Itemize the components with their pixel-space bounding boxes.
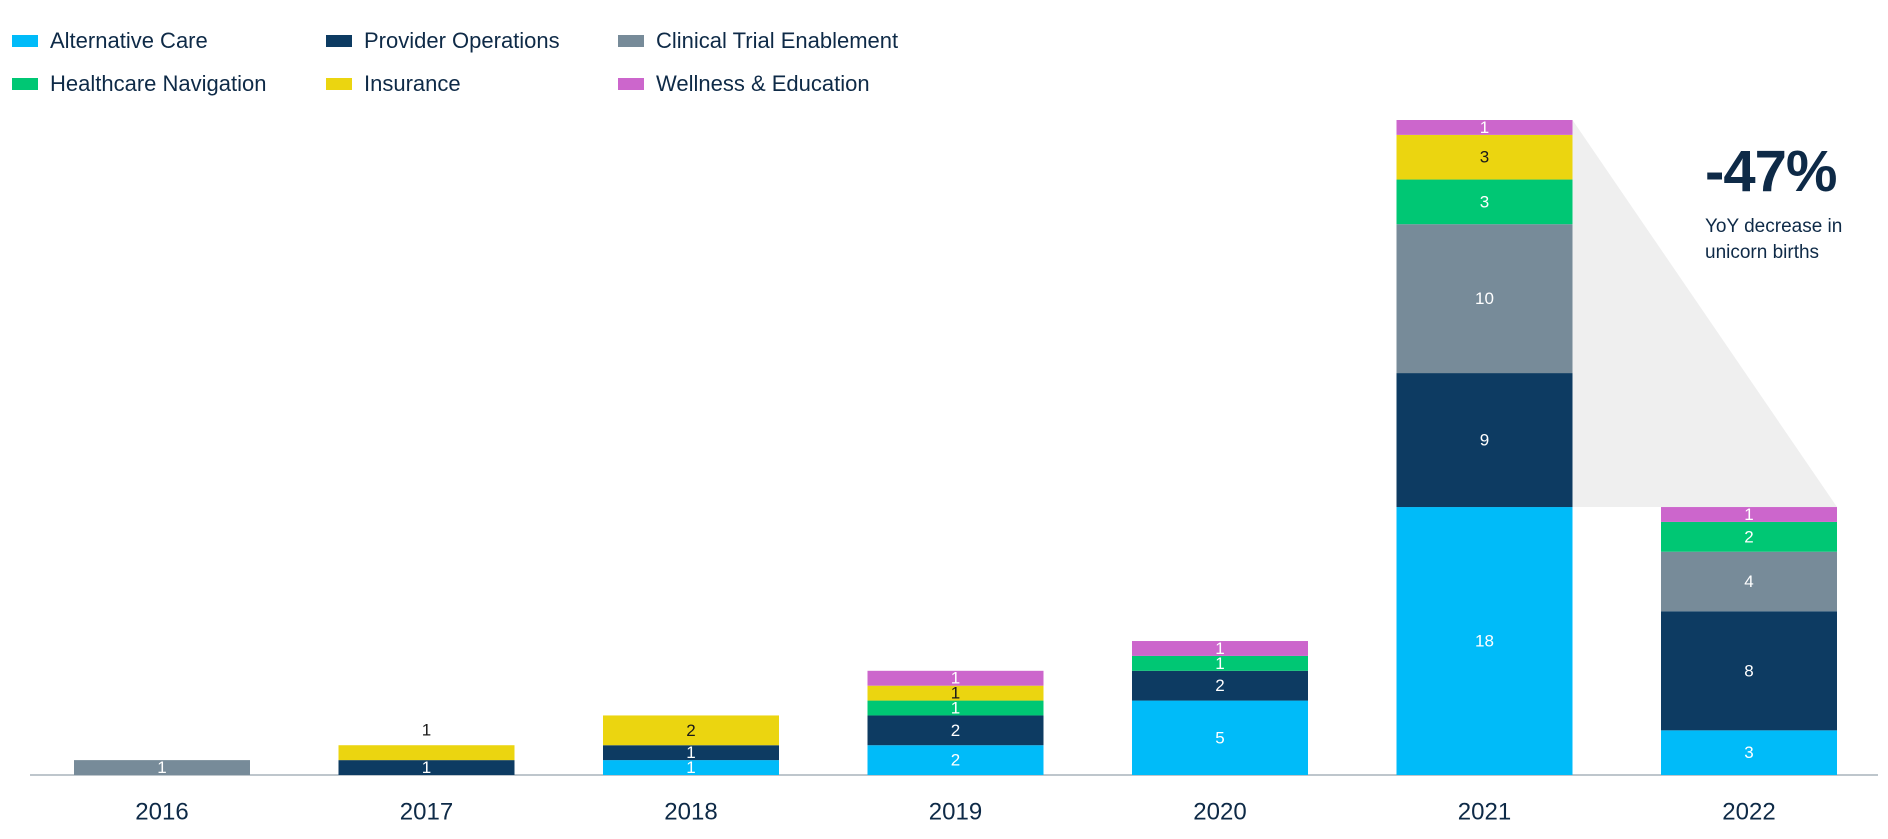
bar-segment-2022-provider-operations (1661, 611, 1837, 731)
legend-swatch-alternative-care (12, 35, 38, 47)
yoy-caption: YoY decrease in unicorn births (1705, 214, 1880, 266)
legend-item-clinical-trial-enablement: Clinical Trial Enablement (618, 26, 898, 56)
legend-swatch-clinical-trial-enablement (618, 35, 644, 47)
data-label-2022-alternative-care: 3 (1744, 743, 1753, 762)
bar-segment-2016-clinical-trial-enablement (74, 760, 250, 775)
yoy-highlight-wedge (1572, 120, 1837, 508)
data-label-2018-insurance: 2 (686, 721, 695, 740)
legend-item-insurance: Insurance (326, 69, 461, 99)
legend-swatch-healthcare-navigation (12, 78, 38, 90)
bar-segment-2019-wellness-education (867, 670, 1044, 686)
data-label-2021-wellness-education: 1 (1480, 118, 1489, 137)
x-tick-label-2018: 2018 (664, 799, 717, 826)
data-label-2021-insurance: 3 (1480, 148, 1489, 167)
data-label-2017-insurance: 1 (422, 721, 431, 740)
bar-segment-2021-healthcare-navigation (1396, 179, 1573, 225)
bar-segment-2020-wellness-education (1132, 641, 1308, 656)
data-label-2022-healthcare-navigation: 2 (1744, 527, 1753, 546)
data-label-2019-wellness-education: 1 (951, 669, 960, 688)
data-label-2021-healthcare-navigation: 3 (1480, 192, 1489, 211)
data-label-2017-provider-operations: 1 (422, 758, 431, 777)
data-label-2020-healthcare-navigation: 1 (1215, 654, 1224, 673)
bar-segment-2021-insurance (1396, 134, 1573, 180)
bar-segment-2022-alternative-care (1661, 730, 1837, 775)
legend-label-clinical-trial-enablement: Clinical Trial Enablement (656, 28, 899, 53)
legend-item-provider-operations: Provider Operations (326, 26, 560, 56)
legend-label-wellness-education: Wellness & Education (656, 71, 870, 96)
legend-swatch-insurance (326, 78, 352, 90)
bar-segment-2021-wellness-education (1396, 120, 1573, 135)
bar-segment-2019-insurance (867, 685, 1044, 701)
data-label-2020-wellness-education: 1 (1215, 639, 1224, 658)
x-tick-label-2017: 2017 (400, 799, 453, 826)
bar-segment-2021-alternative-care (1396, 507, 1573, 775)
legend-item-wellness-education: Wellness & Education (618, 69, 870, 99)
bar-segment-2021-clinical-trial-enablement (1396, 224, 1573, 374)
legend-label-provider-operations: Provider Operations (364, 28, 560, 53)
legend-label-insurance: Insurance (364, 71, 461, 96)
bar-segment-2021-provider-operations (1396, 373, 1573, 508)
bar-segment-2020-healthcare-navigation (1132, 655, 1308, 671)
bar-segment-2019-healthcare-navigation (867, 700, 1044, 716)
data-label-2019-healthcare-navigation: 1 (951, 699, 960, 718)
data-label-2022-wellness-education: 1 (1744, 505, 1753, 524)
x-tick-label-2020: 2020 (1193, 799, 1246, 826)
legend: Alternative Care Provider Operations Cli… (12, 26, 972, 106)
bar-segment-2020-provider-operations (1132, 670, 1308, 701)
legend-item-healthcare-navigation: Healthcare Navigation (12, 69, 266, 99)
bar-segment-2022-wellness-education (1661, 507, 1837, 522)
bar-segment-2022-healthcare-navigation (1661, 521, 1837, 552)
bar-segment-2022-clinical-trial-enablement (1661, 551, 1837, 612)
x-tick-label-2019: 2019 (929, 799, 982, 826)
data-label-2016-clinical-trial-enablement: 1 (157, 758, 166, 777)
data-label-2019-alternative-care: 2 (951, 751, 960, 770)
data-label-2019-insurance: 1 (951, 684, 960, 703)
x-tick-label-2016: 2016 (135, 799, 188, 826)
legend-label-alternative-care: Alternative Care (50, 28, 208, 53)
yoy-caption-line-1: YoY decrease in (1705, 216, 1843, 237)
data-label-2019-provider-operations: 2 (951, 721, 960, 740)
bar-segment-2018-insurance (603, 715, 779, 746)
data-label-2021-alternative-care: 18 (1475, 632, 1494, 651)
bar-segment-2020-alternative-care (1132, 700, 1308, 775)
legend-swatch-provider-operations (326, 35, 352, 47)
data-label-2021-clinical-trial-enablement: 10 (1475, 289, 1494, 308)
data-label-2020-alternative-care: 5 (1215, 728, 1224, 747)
legend-label-healthcare-navigation: Healthcare Navigation (50, 71, 267, 96)
legend-item-alternative-care: Alternative Care (12, 26, 208, 56)
data-label-2021-provider-operations: 9 (1480, 431, 1489, 450)
data-label-2020-provider-operations: 2 (1215, 676, 1224, 695)
legend-swatch-wellness-education (618, 78, 644, 90)
bar-segment-2017-provider-operations (338, 760, 515, 775)
x-tick-label-2021: 2021 (1458, 799, 1511, 826)
bar-segment-2019-provider-operations (867, 715, 1044, 746)
yoy-caption-line-2: unicorn births (1705, 242, 1820, 263)
bar-segment-2019-alternative-care (867, 745, 1044, 775)
bar-segment-2018-alternative-care (603, 760, 779, 775)
data-label-2018-alternative-care: 1 (686, 758, 695, 777)
data-label-2022-clinical-trial-enablement: 4 (1744, 572, 1753, 591)
bar-segment-2017-insurance (338, 745, 515, 761)
bar-segment-2018-provider-operations (603, 745, 779, 761)
yoy-percentage: -47% (1705, 139, 1837, 204)
data-label-2018-provider-operations: 1 (686, 743, 695, 762)
data-label-2022-provider-operations: 8 (1744, 661, 1753, 680)
yoy-callout: -47% YoY decrease in unicorn births (1705, 140, 1880, 266)
x-tick-label-2022: 2022 (1722, 799, 1775, 826)
